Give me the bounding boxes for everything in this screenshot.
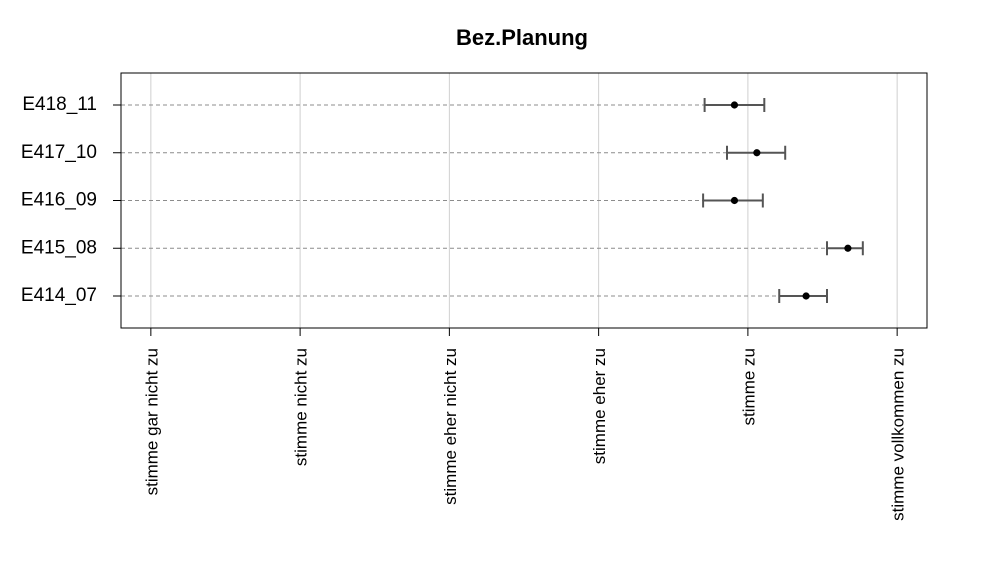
x-tick-label: stimme gar nicht zu xyxy=(142,348,161,495)
y-tick-label: E414_07 xyxy=(21,285,97,306)
data-point xyxy=(730,196,739,205)
x-tick-label: stimme vollkommen zu xyxy=(889,348,908,521)
data-point xyxy=(753,149,761,157)
x-tick-label: stimme zu xyxy=(739,348,758,425)
x-axis: stimme gar nicht zu stimme nicht zu stimme… xyxy=(142,327,908,521)
x-tick-label: stimme nicht zu xyxy=(292,348,311,466)
y-tick-label: E415_08 xyxy=(21,237,97,258)
data-point xyxy=(844,244,852,252)
y-tick-label: E418_11 xyxy=(22,94,97,115)
row-guide-layer xyxy=(121,104,848,297)
errorbar-layer xyxy=(702,98,864,303)
y-tick-label: E416_09 xyxy=(21,190,97,211)
chart-title: Bez.Planung xyxy=(456,25,588,50)
x-tick-label: stimme eher nicht zu xyxy=(441,348,460,505)
point-layer xyxy=(730,101,852,300)
x-tick-label: stimme eher zu xyxy=(590,348,609,464)
y-axis: E418_11 E417_10 E416_09 E415_08 E414_07 xyxy=(21,94,122,306)
data-point xyxy=(802,292,810,300)
data-point xyxy=(730,101,739,109)
y-tick-label: E417_10 xyxy=(21,142,97,163)
